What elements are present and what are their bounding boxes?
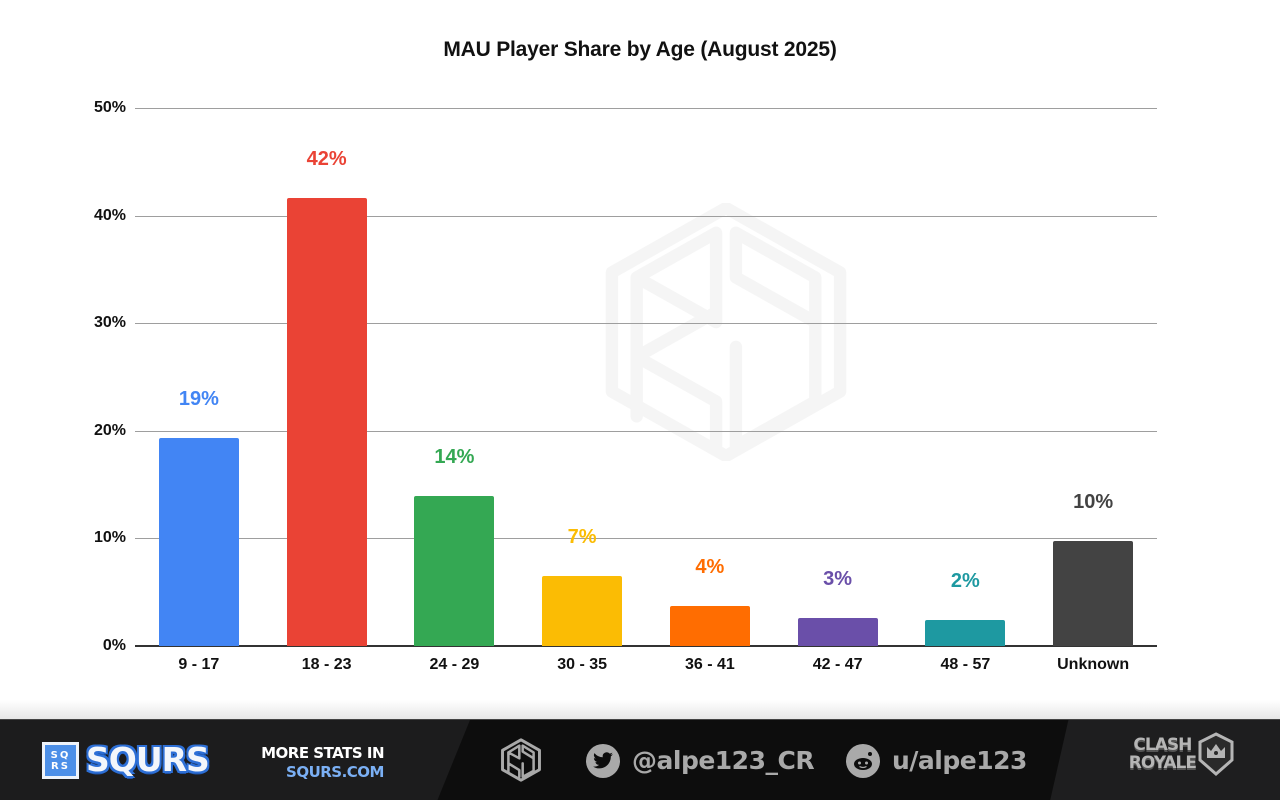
bar-42-47 bbox=[797, 618, 878, 646]
clash-royale-logo: CLASH ROYALE bbox=[1129, 732, 1234, 776]
x-tick-label: Unknown bbox=[1057, 656, 1130, 673]
twitter-link[interactable]: @alpe123_CR bbox=[586, 720, 815, 800]
x-tick-label: 36 - 41 bbox=[684, 656, 735, 673]
y-tick-label: 50% bbox=[93, 99, 126, 116]
reddit-icon bbox=[846, 743, 880, 778]
bar-value-label: 14% bbox=[434, 446, 475, 469]
footer-right-panel bbox=[1050, 720, 1280, 800]
twitter-icon bbox=[586, 743, 620, 778]
x-tick-label: 18 - 23 bbox=[301, 656, 352, 673]
gridline-50 bbox=[135, 108, 1157, 109]
bar-48-57 bbox=[925, 620, 1006, 646]
y-tick-label: 40% bbox=[93, 207, 126, 224]
y-tick-label: 10% bbox=[93, 529, 126, 546]
crown-shield-icon bbox=[1198, 732, 1234, 776]
chart-title: MAU Player Share by Age (August 2025) bbox=[443, 38, 837, 61]
y-tick-label: 30% bbox=[93, 314, 126, 331]
bar-value-label: 3% bbox=[823, 568, 853, 591]
y-tick-label: 0% bbox=[102, 637, 126, 654]
bar-24-29 bbox=[414, 496, 495, 646]
gridline-40 bbox=[135, 215, 1157, 217]
bar-18-23 bbox=[286, 198, 367, 646]
chart-area: MAU Player Share by Age (August 2025) 19… bbox=[93, 38, 1157, 673]
gridline-10 bbox=[135, 538, 1157, 540]
bar-9-17 bbox=[158, 438, 239, 646]
rs-logo-icon bbox=[501, 738, 541, 782]
bar-value-label: 2% bbox=[950, 570, 980, 593]
x-tick-label: 48 - 57 bbox=[940, 656, 991, 673]
bar-30-35 bbox=[542, 576, 623, 646]
x-axis-baseline bbox=[135, 645, 1157, 647]
squrs-logo-icon[interactable]: SQ RS bbox=[42, 742, 79, 779]
bar-value-label: 10% bbox=[1073, 490, 1114, 513]
x-tick-label: 24 - 29 bbox=[429, 656, 480, 673]
footer-bar: SQ RS SQURS MORE STATS IN SQURS.COM @alp… bbox=[0, 719, 1280, 800]
bar-value-label: 7% bbox=[567, 526, 597, 549]
gridline-20 bbox=[135, 430, 1157, 432]
reddit-link[interactable]: u/alpe123 bbox=[846, 720, 1027, 800]
gridline-30 bbox=[135, 323, 1157, 325]
y-tick-label: 20% bbox=[93, 422, 126, 439]
bar-value-label: 42% bbox=[306, 148, 347, 171]
bar-36-41 bbox=[669, 606, 750, 646]
bar-unknown bbox=[1053, 540, 1134, 646]
squrs-brand-name[interactable]: SQURS bbox=[86, 740, 210, 779]
x-tick-label: 9 - 17 bbox=[178, 656, 220, 673]
x-tick-label: 42 - 47 bbox=[812, 656, 863, 673]
bar-value-label: 19% bbox=[178, 388, 219, 411]
plot-area: 19% 42% 14% 7% 4% 3% 2% 10% bbox=[135, 108, 1157, 647]
bar-value-label: 4% bbox=[695, 556, 725, 579]
x-tick-label: 30 - 35 bbox=[557, 656, 608, 673]
footer-separator bbox=[0, 700, 1280, 720]
more-stats-link[interactable]: MORE STATS IN SQURS.COM bbox=[261, 744, 384, 781]
